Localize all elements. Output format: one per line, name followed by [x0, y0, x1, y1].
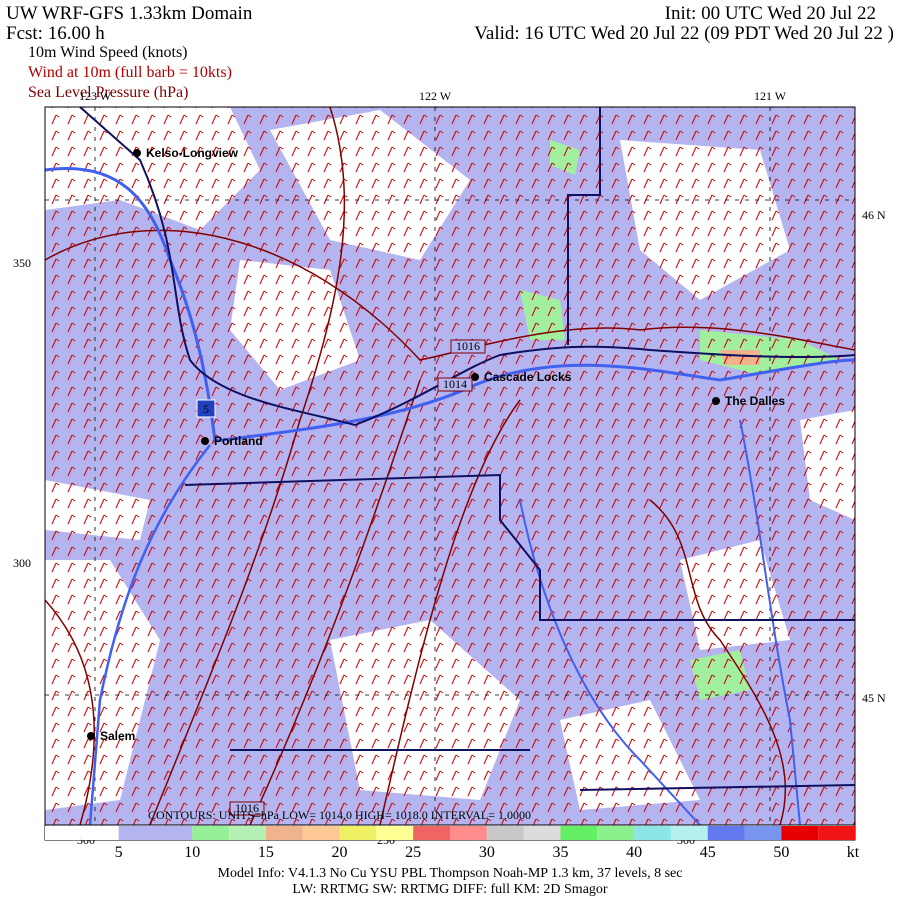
grid-label: 300 [13, 556, 31, 570]
isobar-label-box [437, 377, 473, 392]
colorbar-swatch [155, 826, 193, 840]
field-label: 10m Wind Speed (knots) [28, 44, 188, 61]
map-area [45, 107, 855, 825]
city-marker [87, 732, 95, 740]
city-marker [133, 149, 141, 157]
rivers [45, 167, 855, 825]
model-info: LW: RRTMG SW: RRTMG DIFF: full KM: 2D Sm… [292, 882, 607, 897]
colorbar-swatch [192, 826, 230, 840]
city-label: Portland [214, 434, 263, 448]
colorbar-swatch [560, 826, 598, 840]
forecast-hour: Fcst: 16.00 h [6, 23, 105, 44]
field-label: Sea Level Pressure (hPa) [28, 84, 188, 101]
colorbar-swatch [486, 826, 524, 840]
colorbar-swatch [81, 826, 119, 840]
colorbar-swatch [45, 826, 82, 840]
colorbar-swatch [634, 826, 671, 840]
init-time: Init: 00 UTC Wed 20 Jul 22 [665, 3, 876, 24]
city-label: Kelso-Longview [146, 146, 239, 160]
colorbar-swatch [523, 826, 561, 840]
colorbar-swatch [707, 826, 745, 840]
city-label: The Dalles [725, 394, 785, 408]
isobar-label-box [450, 339, 486, 354]
city-marker [201, 437, 209, 445]
isobar-label: 1016 [235, 801, 259, 815]
colorbar-label: 45 [700, 844, 716, 861]
colorbar-swatch [339, 826, 377, 840]
title: UW WRF-GFS 1.33km Domain [6, 3, 253, 24]
colorbar-swatch [413, 826, 450, 840]
isobar-label-box [229, 801, 265, 816]
colorbar-label: 25 [405, 844, 421, 861]
city-marker [471, 373, 479, 381]
lon-label: 121 W [754, 89, 787, 103]
contour-info: CONTOURS: UNITS=hPa LOW= 1014.0 HIGH= 10… [148, 808, 531, 822]
colorbar-unit: kt [847, 844, 860, 861]
colorbar-swatch [818, 826, 855, 840]
colorbar-label: 30 [479, 844, 495, 861]
colorbar-swatch [670, 826, 708, 840]
lat-label: 46 N [862, 208, 886, 222]
colorbar-swatch [229, 826, 266, 840]
colorbar-swatch [118, 826, 156, 840]
lat-label: 45 N [862, 691, 886, 705]
city-label: Cascade Locks [484, 370, 572, 384]
colorbar-label: 10 [184, 844, 200, 861]
highway-shield [196, 399, 216, 418]
grid-label: 350 [13, 256, 31, 270]
colorbar-label: 20 [332, 844, 348, 861]
highway-label: 5 [203, 402, 209, 416]
field-label: Wind at 10m (full barb = 10kts) [28, 64, 232, 81]
colorbar-swatch [597, 826, 635, 840]
colorbar-swatch [744, 826, 782, 840]
colorbar-label: 50 [773, 844, 789, 861]
colorbar-swatch [781, 826, 819, 840]
borders [79, 107, 855, 791]
model-info: Model Info: V4.1.3 No Cu YSU PBL Thompso… [218, 866, 683, 881]
colorbar-swatch [302, 826, 340, 840]
colorbar-label: 15 [258, 844, 274, 861]
colorbar-label: 40 [626, 844, 642, 861]
colorbar-swatch [265, 826, 303, 840]
city-label: Salem [100, 729, 135, 743]
wind-barbs [45, 107, 855, 825]
lon-label: 122 W [419, 89, 452, 103]
city-marker [712, 397, 720, 405]
colorbar-label: 5 [115, 844, 123, 861]
valid-time: Valid: 16 UTC Wed 20 Jul 22 (09 PDT Wed … [474, 23, 894, 44]
lon-label: 123 W [79, 89, 112, 103]
colorbar-label: 35 [552, 844, 568, 861]
colorbar-swatch [376, 826, 414, 840]
isobar-label: 1016 [456, 339, 480, 353]
isobar-label: 1014 [443, 377, 467, 391]
colorbar-swatch [450, 826, 487, 840]
